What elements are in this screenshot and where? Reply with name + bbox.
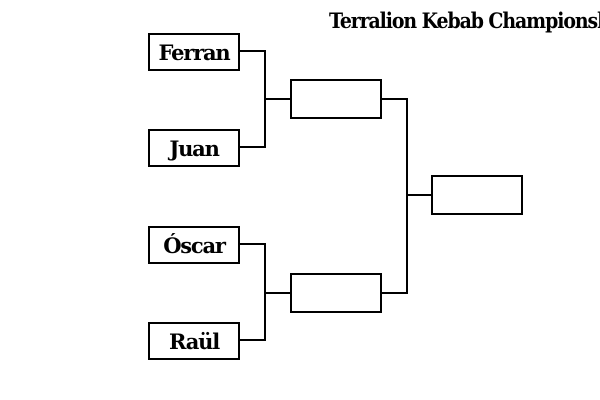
competitor-name: Juan <box>169 135 219 161</box>
round1-slot-3: Óscar <box>148 226 240 264</box>
semifinal-slot-2 <box>290 273 382 313</box>
final-slot <box>431 175 523 215</box>
round1-slot-4: Raül <box>148 322 240 360</box>
connector-line <box>264 292 290 294</box>
connector-line <box>264 98 290 100</box>
semifinal-slot-1 <box>290 79 382 119</box>
connector-line <box>240 50 266 52</box>
competitor-name: Óscar <box>163 232 226 258</box>
connector-line <box>382 292 408 294</box>
connector-line <box>382 98 408 100</box>
bracket-title: Terralion Kebab Championship <box>329 8 600 33</box>
connector-line <box>406 98 408 294</box>
connector-line <box>240 243 266 245</box>
competitor-name: Ferran <box>158 39 231 65</box>
round1-slot-1: Ferran <box>148 33 240 71</box>
connector-line <box>240 146 266 148</box>
round1-slot-2: Juan <box>148 129 240 167</box>
competitor-name: Raül <box>169 328 220 354</box>
connector-line <box>406 194 431 196</box>
connector-line <box>240 339 266 341</box>
